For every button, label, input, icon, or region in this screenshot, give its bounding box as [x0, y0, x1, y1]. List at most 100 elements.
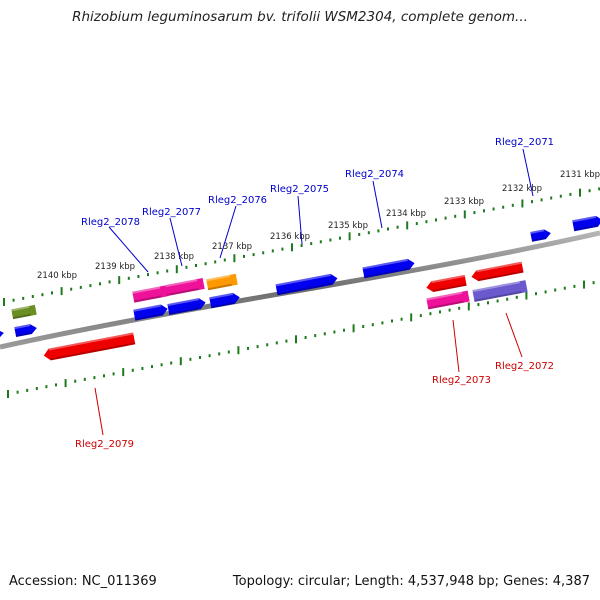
- gene-olive-shape[interactable]: [11, 304, 37, 320]
- scale-major-tick: [467, 302, 470, 311]
- gene-rleg2-2074[interactable]: [362, 258, 415, 279]
- scale-dot: [448, 308, 451, 312]
- scale-dot: [151, 365, 153, 369]
- gene-blue-a-shape[interactable]: [133, 303, 168, 321]
- gene-blue-edge-shape[interactable]: [14, 323, 37, 337]
- kbp-label: 2132 kbp: [502, 184, 542, 194]
- gene-blue-right-shape[interactable]: [572, 215, 600, 232]
- gene-blue-a[interactable]: [133, 303, 168, 321]
- scale-major-tick: [179, 357, 182, 366]
- scale-dot: [166, 269, 169, 273]
- scale-dot: [314, 334, 317, 338]
- scale-dot: [285, 339, 288, 343]
- scale-dot: [569, 192, 572, 196]
- gene-rleg2-2075-shape[interactable]: [275, 273, 339, 296]
- scale-dot: [195, 264, 197, 267]
- scale-major-tick: [118, 276, 121, 285]
- scale-major-tick: [348, 232, 351, 241]
- kbp-label: 2137 kbp: [212, 242, 252, 252]
- gene-magenta-b-shape[interactable]: [165, 278, 205, 296]
- gene-rleg2-2071-shape[interactable]: [530, 228, 552, 242]
- gene-label-rleg2-2076[interactable]: Rleg2_2076: [208, 195, 267, 206]
- scale-dot: [598, 187, 600, 191]
- scale-major-tick: [410, 313, 413, 322]
- gene-rleg2-2071-shadow: [531, 237, 546, 242]
- scale-dot: [496, 299, 499, 303]
- scale-dot: [502, 205, 505, 209]
- scale-dot: [55, 383, 57, 387]
- gene-olive-highlight: [11, 305, 30, 312]
- gene-rleg2-2076[interactable]: [206, 273, 238, 291]
- gene-rleg2-2079-highlight: [48, 332, 134, 351]
- gene-rleg2-2073[interactable]: [426, 290, 470, 310]
- gene-label-rleg2-2071[interactable]: Rleg2_2071: [495, 137, 554, 148]
- scale-dot: [381, 321, 384, 325]
- gene-rleg2-2075-shadow: [277, 282, 333, 296]
- gene-blue-left-shape[interactable]: [0, 328, 5, 340]
- scale-dot: [304, 336, 307, 339]
- gene-blue-edge[interactable]: [14, 323, 37, 337]
- gene-magenta-a-shadow: [133, 295, 162, 303]
- gene-blue-b-shape[interactable]: [167, 297, 206, 315]
- gene-rleg2-2075[interactable]: [275, 273, 339, 296]
- gene-blue-left[interactable]: [0, 328, 5, 340]
- gene-rleg2-2076-shape[interactable]: [206, 273, 238, 291]
- gene-rleg2-2073a[interactable]: [425, 274, 467, 293]
- scale-major-tick: [521, 199, 524, 208]
- scale-dot: [535, 292, 537, 296]
- scale-dot: [99, 282, 101, 286]
- gene-label-rleg2-2075[interactable]: Rleg2_2075: [270, 184, 329, 195]
- gene-label-rleg2-2078[interactable]: Rleg2_2078: [81, 217, 140, 228]
- gene-labels: Rleg2_2078 Rleg2_2077 Rleg2_2076 Rleg2_2…: [75, 137, 554, 450]
- gene-rleg2-2072-shape[interactable]: [472, 280, 528, 302]
- gene-rleg2-2072a-shape[interactable]: [470, 261, 524, 283]
- gene-label-rleg2-2073[interactable]: Rleg2_2073: [432, 375, 491, 386]
- gene-magenta-a-shape[interactable]: [132, 285, 168, 303]
- gene-olive-shadow: [12, 313, 31, 320]
- gene-magenta-b-shadow: [166, 288, 199, 296]
- scale-dot: [554, 288, 557, 292]
- scale-dot: [12, 298, 15, 302]
- gene-label-rleg2-2079[interactable]: Rleg2_2079: [75, 439, 134, 450]
- scale-dot: [147, 273, 149, 277]
- gene-rleg2-2079[interactable]: [43, 332, 136, 362]
- gene-rleg2-2072a[interactable]: [470, 261, 524, 283]
- scale-line-lower: [7, 280, 595, 398]
- gene-magenta-a[interactable]: [132, 285, 168, 303]
- gene-blue-right[interactable]: [572, 215, 600, 232]
- scale-major-tick: [406, 221, 409, 230]
- gene-rleg2-2071[interactable]: [530, 228, 552, 242]
- gene-rleg2-2074-shape[interactable]: [362, 258, 415, 279]
- gene-blue-c[interactable]: [209, 292, 241, 309]
- genome-summary: Topology: circular; Length: 4,537,948 bp…: [232, 574, 590, 589]
- gene-rleg2-2079-shape[interactable]: [43, 332, 136, 362]
- kbp-label: 2139 kbp: [95, 262, 135, 272]
- kbp-label: 2133 kbp: [444, 197, 484, 207]
- gene-blue-b[interactable]: [167, 297, 206, 315]
- gene-olive[interactable]: [11, 304, 37, 320]
- gene-label-rleg2-2077[interactable]: Rleg2_2077: [142, 207, 201, 218]
- gene-blue-c-shape[interactable]: [209, 292, 241, 309]
- scale-dot: [540, 198, 543, 202]
- kbp-label: 2131 kbp: [560, 170, 600, 180]
- scale-dot: [396, 225, 399, 229]
- kbp-label: 2135 kbp: [328, 221, 368, 231]
- gene-rleg2-2073-shape[interactable]: [426, 290, 470, 310]
- gene-label-rleg2-2074[interactable]: Rleg2_2074: [345, 169, 404, 180]
- gene-rleg2-2072[interactable]: [472, 280, 528, 302]
- scale-dot: [103, 374, 105, 378]
- gene-label-rleg2-2072[interactable]: Rleg2_2072: [495, 361, 554, 372]
- label-leaders: [94, 148, 534, 436]
- gene-magenta-b[interactable]: [165, 278, 205, 296]
- scale-dot: [45, 385, 48, 389]
- scale-dot: [515, 295, 518, 299]
- scale-dot: [573, 284, 576, 288]
- gene-features[interactable]: [0, 215, 600, 362]
- scale-dot: [79, 285, 82, 289]
- gene-rleg2-2074-shadow: [364, 267, 410, 279]
- gene-rleg2-2073a-shape[interactable]: [425, 274, 467, 293]
- scale-dot: [544, 290, 547, 294]
- scale-dot: [41, 293, 44, 297]
- scale-dot: [487, 301, 489, 305]
